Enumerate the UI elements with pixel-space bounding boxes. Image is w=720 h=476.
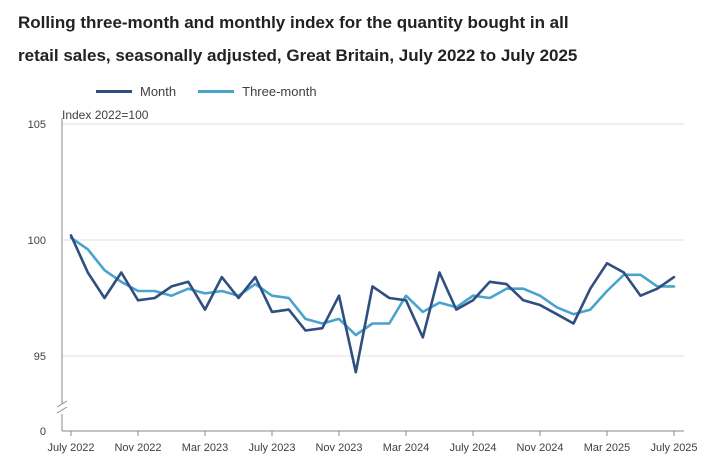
chart-title-line-1: Rolling three-month and monthly index fo…	[18, 13, 569, 32]
axes: 0 95 100 105 July 2022 Nov 2022 Mar 2023 July 2…	[28, 118, 698, 454]
x-tick-label: Mar 2024	[383, 442, 429, 454]
chart-legend: Month Three-month	[96, 82, 339, 100]
legend-swatch-month	[96, 89, 132, 93]
x-tick-label: July 2022	[47, 442, 94, 454]
legend-swatch-three-month	[198, 89, 235, 93]
legend-item-three-month: Three-month	[198, 83, 317, 99]
x-tick-label: July 2023	[248, 442, 295, 454]
chart-title-line-2: retail sales, seasonally adjusted, Great…	[18, 46, 578, 65]
x-tick-label: Nov 2024	[516, 442, 563, 454]
series-lines	[69, 234, 676, 374]
y-tick-label: 105	[28, 119, 46, 131]
x-tick-label: Mar 2023	[182, 442, 228, 454]
y-tick-label: 100	[28, 235, 46, 247]
y-tick-label: 0	[40, 426, 46, 438]
x-tick-label: Nov 2023	[315, 442, 362, 454]
x-tick-label: July 2025	[650, 442, 697, 454]
axis-break-mark-1	[56, 400, 68, 408]
y-tick-label: 95	[34, 351, 46, 363]
y-axis-unit-label: Index 2022=100	[62, 108, 149, 122]
legend-label-three-month: Three-month	[242, 83, 317, 99]
series-line-month	[69, 234, 676, 374]
chart-title: Rolling three-month and monthly index fo…	[18, 6, 708, 72]
x-tick-label: July 2024	[449, 442, 496, 454]
x-tick-label: Nov 2022	[114, 442, 161, 454]
gridlines	[62, 123, 684, 357]
series-line-three-month	[69, 236, 676, 337]
legend-label-month: Month	[140, 83, 177, 99]
legend-item-month: Month	[96, 84, 176, 99]
axis-break-mark-2	[56, 406, 68, 414]
x-tick-label: Mar 2025	[584, 442, 630, 454]
